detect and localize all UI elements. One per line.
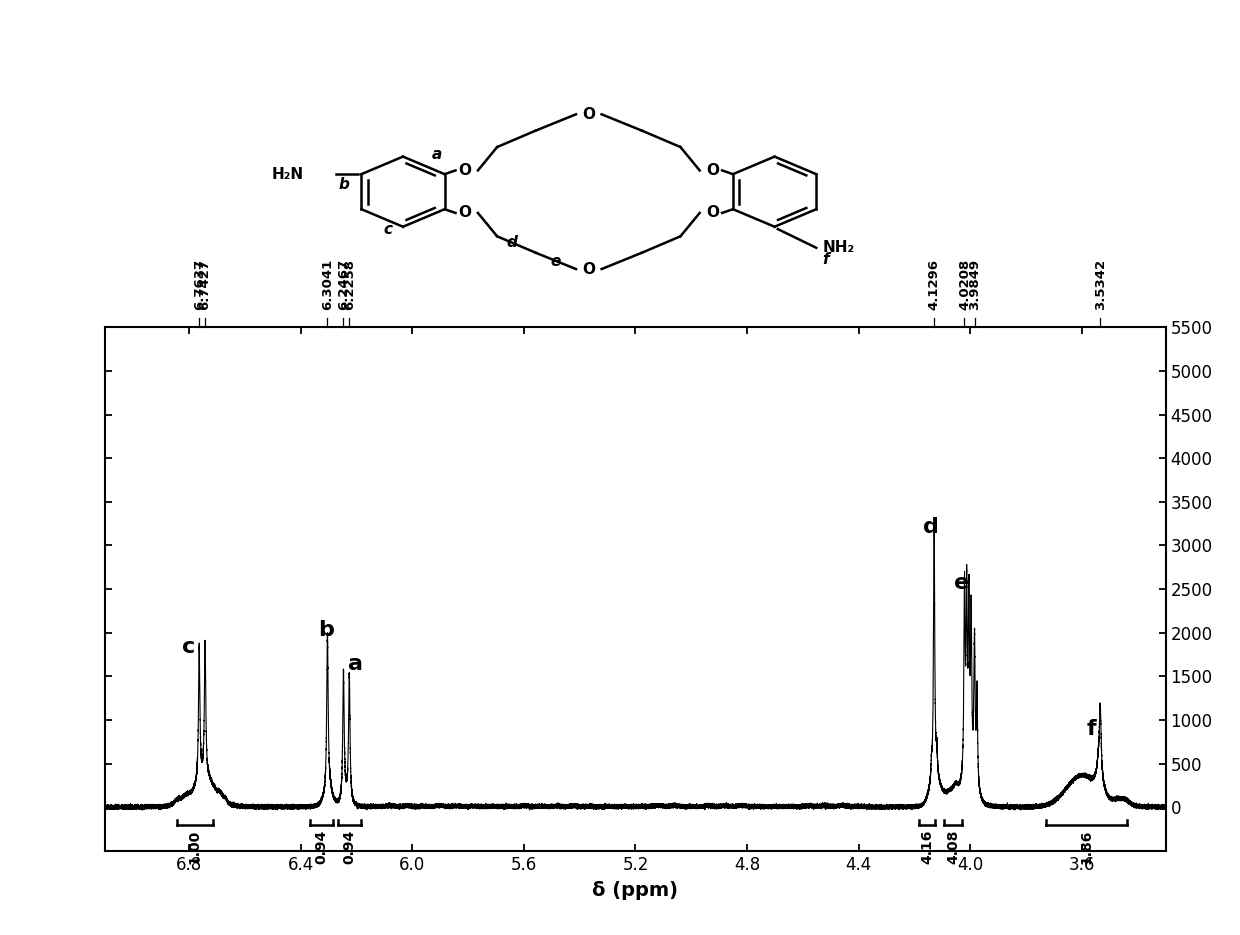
Text: O: O — [706, 206, 719, 221]
Text: H₂N: H₂N — [272, 166, 304, 181]
Text: f: f — [1086, 719, 1096, 740]
Text: 6.7637: 6.7637 — [192, 259, 206, 309]
Text: a: a — [432, 147, 443, 162]
Text: NH₂: NH₂ — [822, 240, 854, 255]
Text: 3.9849: 3.9849 — [968, 259, 981, 309]
Text: 4.16: 4.16 — [920, 829, 934, 864]
Text: 4.08: 4.08 — [946, 829, 960, 864]
Text: 1.86: 1.86 — [1079, 829, 1094, 864]
Text: 6.3041: 6.3041 — [321, 259, 334, 309]
Text: O: O — [706, 163, 719, 178]
Text: d: d — [507, 235, 517, 250]
Text: b: b — [317, 620, 334, 640]
Text: e: e — [551, 254, 560, 269]
Text: d: d — [924, 517, 939, 537]
Text: 6.2467: 6.2467 — [337, 259, 350, 309]
X-axis label: δ (ppm): δ (ppm) — [593, 881, 678, 899]
Text: 4.0208: 4.0208 — [959, 259, 971, 309]
Text: 1.00: 1.00 — [187, 829, 202, 864]
Text: b: b — [339, 178, 350, 193]
Text: 6.2258: 6.2258 — [342, 259, 356, 309]
Text: c: c — [384, 222, 393, 237]
Text: 0.94: 0.94 — [342, 829, 357, 864]
Text: 4.1296: 4.1296 — [928, 259, 941, 309]
Text: a: a — [347, 654, 362, 674]
Text: O: O — [583, 107, 595, 122]
Text: O: O — [583, 262, 595, 277]
Text: e: e — [955, 573, 970, 594]
Text: 0.94: 0.94 — [315, 829, 329, 864]
Text: 3.5342: 3.5342 — [1094, 259, 1107, 309]
Text: O: O — [459, 206, 471, 221]
Text: 6.7427: 6.7427 — [198, 259, 212, 309]
Text: c: c — [182, 637, 196, 657]
Text: f: f — [822, 252, 830, 267]
Text: O: O — [459, 163, 471, 178]
